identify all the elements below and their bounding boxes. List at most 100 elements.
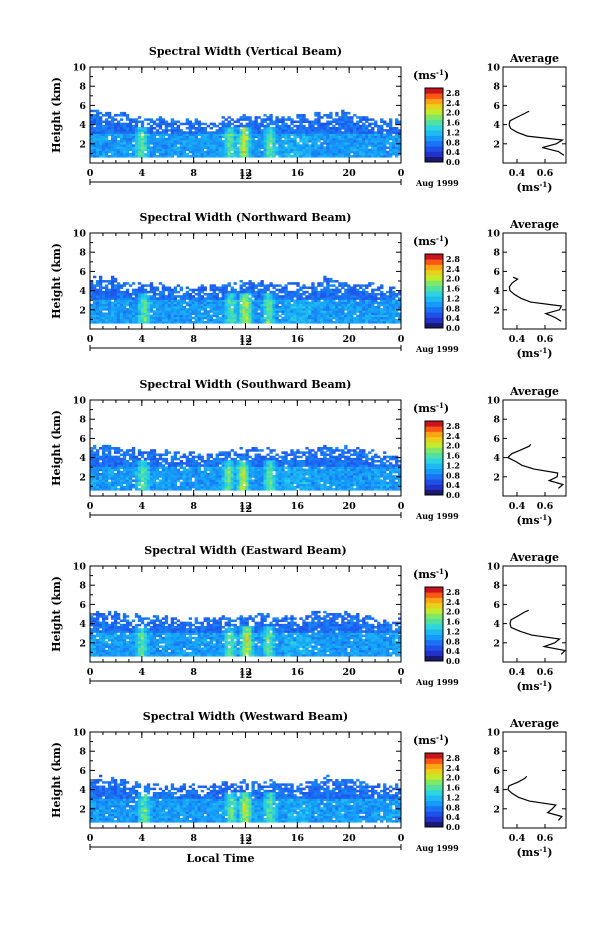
heatmap-cell xyxy=(203,293,207,296)
heatmap-cell xyxy=(344,284,348,287)
heatmap-cell xyxy=(221,144,225,147)
heatmap-cell xyxy=(140,131,145,134)
heatmap-cell xyxy=(170,466,175,469)
colorbar-segment xyxy=(425,301,443,308)
heatmap-cell xyxy=(335,135,339,139)
heatmap-cell xyxy=(90,488,94,491)
heatmap-cell xyxy=(287,308,291,311)
heatmap-cell xyxy=(287,148,291,152)
profile-line xyxy=(508,276,563,322)
heatmap-cell xyxy=(317,303,321,307)
heatmap-cell xyxy=(206,137,210,141)
heatmap-cell xyxy=(242,472,246,476)
heatmap-cell xyxy=(182,131,187,134)
heatmap-cell xyxy=(269,129,273,132)
heatmap-cell xyxy=(182,483,187,487)
heatmap-cell xyxy=(281,468,285,472)
heatmap-cell xyxy=(179,472,184,476)
heatmap-cell xyxy=(353,127,357,130)
heatmap-cell xyxy=(143,288,148,292)
heatmap-cell xyxy=(290,485,294,489)
heatmap-cell xyxy=(266,124,270,128)
heatmap-cell xyxy=(263,286,267,290)
heatmap-cell xyxy=(158,146,163,149)
heatmap-cell xyxy=(299,477,303,480)
heatmap-cell xyxy=(176,137,181,141)
heatmap-cell xyxy=(158,144,163,147)
heatmap-cell xyxy=(353,290,357,294)
heatmap-cell xyxy=(188,133,193,136)
heatmap-cell xyxy=(98,468,103,472)
heatmap-cell xyxy=(305,460,309,463)
heatmap-cell xyxy=(302,468,306,472)
heatmap-cell xyxy=(377,135,381,139)
heatmap-cell xyxy=(230,122,234,126)
heatmap-cell xyxy=(221,127,225,130)
heatmap-cell xyxy=(365,303,369,307)
heatmap-cell xyxy=(158,321,163,324)
heatmap-cell xyxy=(164,127,169,130)
panel-title: Spectral Width (Southward Beam) xyxy=(139,378,351,391)
heatmap-cell xyxy=(362,122,366,126)
heatmap-cell xyxy=(239,288,243,292)
heatmap-cell xyxy=(308,144,312,147)
heatmap-cell xyxy=(104,303,109,307)
heatmap-cell xyxy=(158,483,163,487)
heatmap-cell xyxy=(194,139,198,143)
heatmap-cell xyxy=(137,288,142,292)
heatmap-cell xyxy=(158,297,163,300)
heatmap-cell xyxy=(383,152,387,156)
heatmap-cell xyxy=(104,146,109,149)
heatmap-cell xyxy=(203,462,207,465)
heatmap-cell xyxy=(167,299,172,302)
heatmap-cell xyxy=(212,286,216,290)
heatmap-cell xyxy=(209,146,213,149)
heatmap-cell xyxy=(122,314,127,318)
heatmap-cell xyxy=(188,451,193,454)
heatmap-cell xyxy=(107,133,112,136)
heatmap-cell xyxy=(170,468,175,472)
heatmap-cell xyxy=(185,479,190,482)
heatmap-cell xyxy=(383,314,387,318)
heatmap-cell xyxy=(239,321,243,324)
heatmap-cell xyxy=(332,155,336,158)
heatmap-cell xyxy=(269,470,273,474)
heatmap-cell xyxy=(293,481,297,485)
heatmap-cell xyxy=(146,299,151,302)
heatmap-cell xyxy=(131,316,136,320)
heatmap-cell xyxy=(137,483,142,487)
heatmap-cell xyxy=(314,293,318,296)
heatmap-cell xyxy=(266,308,270,311)
heatmap-cell xyxy=(92,133,97,136)
heatmap-cell xyxy=(329,129,333,132)
heatmap-cell xyxy=(152,297,157,300)
heatmap-cell xyxy=(101,142,106,145)
heatmap-cell xyxy=(218,152,222,156)
heatmap-cell xyxy=(221,288,225,292)
heatmap-cell xyxy=(287,144,291,147)
heatmap-cell xyxy=(314,111,318,115)
heatmap-cell xyxy=(332,297,336,300)
heatmap-cell xyxy=(140,284,145,287)
heatmap-cell xyxy=(200,152,204,156)
heatmap-cell xyxy=(215,485,219,489)
heatmap-cell xyxy=(218,139,222,143)
heatmap-cell xyxy=(284,290,288,294)
heatmap-cell xyxy=(212,466,216,469)
heatmap-cell xyxy=(323,114,327,117)
heatmap-cell xyxy=(206,310,210,313)
heatmap-cell xyxy=(368,284,372,287)
heatmap-cell xyxy=(359,316,363,320)
colorbar-tick-label: 2.8 xyxy=(446,254,460,264)
heatmap-cell xyxy=(131,483,136,487)
heatmap-cell xyxy=(104,449,109,452)
heatmap-cell xyxy=(269,308,273,311)
heatmap-cell xyxy=(287,485,291,489)
heatmap-cell xyxy=(254,472,258,476)
heatmap-cell xyxy=(140,301,145,305)
heatmap-cell xyxy=(137,139,142,143)
heatmap-cell xyxy=(161,310,166,313)
x-tick-label: 16 xyxy=(291,334,305,345)
heatmap-cell xyxy=(245,139,249,143)
heatmap-cell xyxy=(320,133,324,136)
